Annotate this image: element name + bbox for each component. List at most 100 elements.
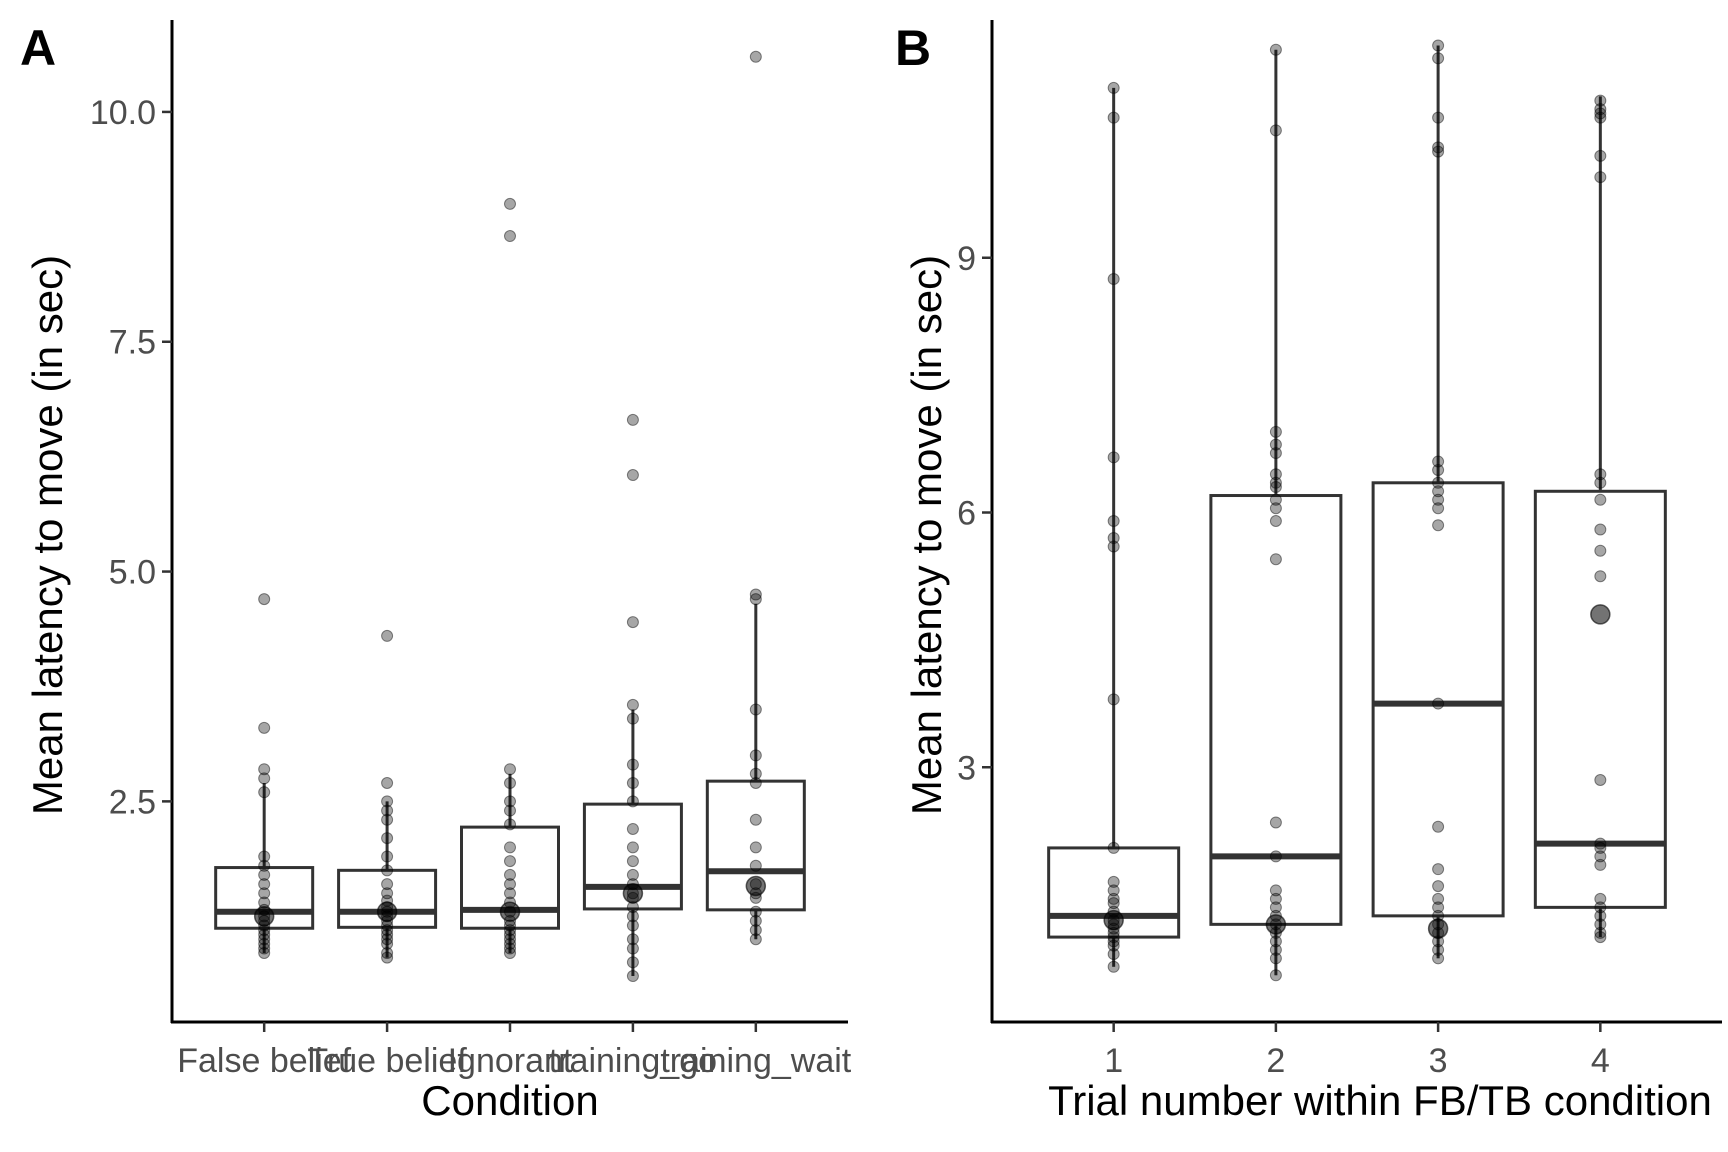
data-point bbox=[504, 230, 516, 243]
data-point bbox=[1269, 816, 1282, 829]
data-point bbox=[381, 629, 394, 642]
data-point bbox=[1107, 272, 1120, 285]
x-tick-label: 4 bbox=[1591, 1042, 1610, 1080]
data-point bbox=[749, 767, 762, 780]
data-point bbox=[1269, 43, 1282, 56]
data-point bbox=[1594, 523, 1607, 536]
data-point bbox=[626, 841, 639, 854]
data-point bbox=[1594, 901, 1607, 914]
data-point bbox=[1269, 935, 1282, 948]
boxplot-4 bbox=[1533, 96, 1667, 938]
x-tick-label: False belief bbox=[177, 1042, 351, 1080]
data-point bbox=[381, 928, 394, 941]
y-tick-label: 10.0 bbox=[90, 94, 156, 132]
data-point bbox=[504, 197, 516, 210]
data-point bbox=[258, 928, 271, 941]
data-point bbox=[381, 878, 394, 891]
data-point bbox=[1107, 693, 1120, 706]
data-point bbox=[626, 822, 639, 835]
data-point bbox=[504, 942, 516, 955]
boxplot-5 bbox=[705, 603, 806, 940]
data-point bbox=[258, 593, 271, 606]
box-iqr bbox=[214, 866, 315, 930]
data-point bbox=[381, 795, 394, 808]
data-point bbox=[258, 721, 271, 734]
data-point bbox=[1269, 850, 1282, 863]
x-tick-label: True belief bbox=[307, 1042, 467, 1080]
data-point bbox=[1594, 103, 1607, 116]
data-point bbox=[749, 859, 762, 872]
y-axis-title: Mean latency to move (in sec) bbox=[24, 255, 71, 815]
data-point bbox=[1594, 544, 1607, 557]
x-axis-title: Trial number within FB/TB condition bbox=[1048, 1077, 1712, 1124]
x-tick-label: 3 bbox=[1429, 1042, 1448, 1080]
data-point bbox=[1432, 519, 1445, 532]
data-point bbox=[1269, 943, 1282, 956]
data-point bbox=[1432, 952, 1445, 965]
data-point bbox=[1269, 493, 1282, 506]
data-point bbox=[258, 850, 271, 863]
data-point bbox=[626, 855, 639, 868]
data-point bbox=[1594, 918, 1607, 931]
box-iqr bbox=[705, 779, 806, 912]
mean-point bbox=[499, 901, 521, 922]
data-point bbox=[1269, 124, 1282, 137]
data-point bbox=[1107, 531, 1120, 544]
data-point bbox=[1432, 820, 1445, 833]
data-point bbox=[1432, 943, 1445, 956]
data-point bbox=[749, 924, 762, 937]
y-tick-label: 3 bbox=[957, 749, 976, 787]
data-point bbox=[504, 933, 516, 946]
data-point bbox=[1269, 901, 1282, 914]
data-point bbox=[258, 859, 271, 872]
data-point bbox=[1432, 52, 1445, 65]
data-point bbox=[1432, 863, 1445, 876]
y-tick-label: 6 bbox=[957, 495, 976, 533]
data-point bbox=[749, 933, 762, 946]
data-point bbox=[1594, 111, 1607, 124]
data-point bbox=[381, 850, 394, 863]
data-point bbox=[258, 887, 271, 900]
data-point bbox=[381, 832, 394, 845]
data-point bbox=[504, 928, 516, 941]
data-point bbox=[749, 841, 762, 854]
data-point bbox=[626, 933, 639, 946]
data-point bbox=[504, 924, 516, 937]
data-point bbox=[381, 937, 394, 950]
data-point bbox=[1269, 553, 1282, 566]
data-point bbox=[504, 795, 516, 808]
data-point bbox=[1107, 875, 1120, 888]
data-point bbox=[381, 804, 394, 817]
data-point bbox=[504, 841, 516, 854]
y-axis-title: Mean latency to move (in sec) bbox=[903, 255, 950, 815]
data-point bbox=[1594, 476, 1607, 489]
data-point bbox=[1269, 892, 1282, 905]
panel-label: B bbox=[895, 20, 931, 76]
data-point bbox=[1107, 892, 1120, 905]
data-point bbox=[1107, 931, 1120, 944]
data-point bbox=[258, 942, 271, 955]
data-point bbox=[749, 813, 762, 826]
data-point bbox=[1269, 425, 1282, 438]
x-tick-label: training_wait bbox=[660, 1042, 851, 1080]
data-point bbox=[1594, 841, 1607, 854]
data-point bbox=[749, 749, 762, 762]
data-point bbox=[1432, 901, 1445, 914]
box-iqr bbox=[460, 825, 560, 930]
data-point bbox=[1432, 880, 1445, 893]
mean-point bbox=[1427, 918, 1449, 939]
data-point bbox=[1107, 935, 1120, 948]
boxplot-3 bbox=[1371, 45, 1505, 959]
data-point bbox=[1269, 969, 1282, 982]
data-point bbox=[1594, 171, 1607, 184]
x-tick-label: Ignorant bbox=[448, 1042, 573, 1080]
data-point bbox=[381, 887, 394, 900]
data-point bbox=[626, 698, 639, 711]
data-point bbox=[1107, 960, 1120, 973]
data-point bbox=[1594, 858, 1607, 871]
data-point bbox=[626, 868, 639, 881]
data-point bbox=[504, 818, 516, 831]
mean-point bbox=[1265, 914, 1287, 935]
x-tick-label: 1 bbox=[1104, 1042, 1123, 1080]
data-point bbox=[1269, 438, 1282, 451]
